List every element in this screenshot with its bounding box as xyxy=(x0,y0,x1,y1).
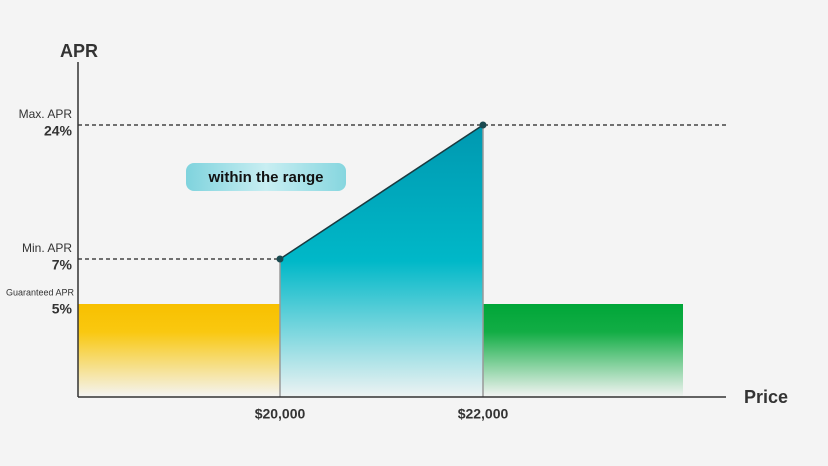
below-range-area xyxy=(78,304,280,397)
y-value: 7% xyxy=(52,257,73,273)
max-point xyxy=(479,121,487,129)
annotation-pill xyxy=(186,163,346,191)
y-value: 24% xyxy=(44,123,73,139)
apr-slope xyxy=(279,124,484,260)
y-caption: Min. APR xyxy=(22,241,72,255)
min-point xyxy=(276,255,284,263)
y-caption: Guaranteed APR xyxy=(6,287,75,297)
x-label: $22,000 xyxy=(458,406,509,422)
above-range-area xyxy=(483,304,683,397)
annotation: within the range xyxy=(207,169,323,186)
x-label: $20,000 xyxy=(255,406,306,422)
x-axis-label: Price xyxy=(744,387,788,407)
y-value: 5% xyxy=(52,301,73,317)
y-caption: Max. APR xyxy=(19,107,73,121)
y-axis-label: APR xyxy=(60,41,98,61)
in-range-area xyxy=(280,125,483,397)
